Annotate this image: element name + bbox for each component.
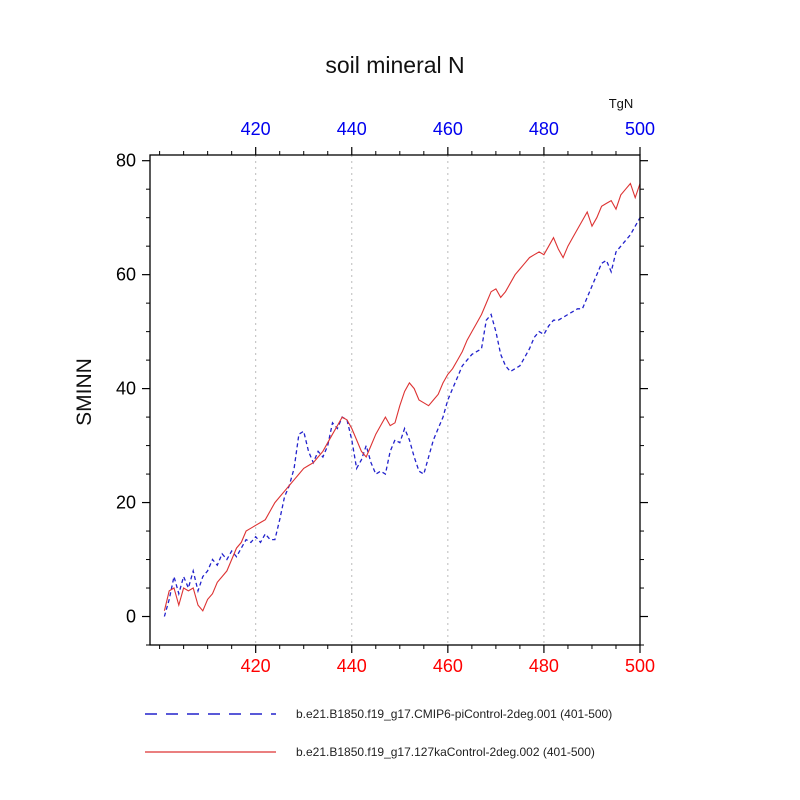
svg-text:440: 440: [337, 656, 367, 676]
chart-title: soil mineral N: [325, 52, 465, 78]
svg-text:420: 420: [241, 656, 271, 676]
svg-text:480: 480: [529, 656, 559, 676]
legend-item-picontrol: b.e21.B1850.f19_g17.CMIP6-piControl-2deg…: [143, 703, 612, 725]
top-axis-unit-label: TgN: [608, 96, 634, 111]
svg-text:440: 440: [337, 119, 367, 139]
legend-label-127kacontrol: b.e21.B1850.f19_g17.127kaControl-2deg.00…: [296, 745, 595, 759]
svg-text:480: 480: [529, 119, 559, 139]
svg-text:460: 460: [433, 119, 463, 139]
legend-item-127kacontrol: b.e21.B1850.f19_g17.127kaControl-2deg.00…: [143, 741, 612, 763]
svg-text:460: 460: [433, 656, 463, 676]
svg-text:40: 40: [116, 379, 136, 399]
legend: b.e21.B1850.f19_g17.CMIP6-piControl-2deg…: [143, 703, 612, 763]
legend-label-picontrol: b.e21.B1850.f19_g17.CMIP6-piControl-2deg…: [296, 707, 613, 721]
svg-text:0: 0: [126, 607, 136, 627]
svg-text:20: 20: [116, 493, 136, 513]
svg-text:500: 500: [625, 656, 655, 676]
legend-line-sample-dashed: [145, 713, 276, 715]
svg-text:420: 420: [241, 119, 271, 139]
svg-text:500: 500: [625, 119, 655, 139]
legend-line-sample-solid: [145, 751, 276, 753]
svg-text:60: 60: [116, 265, 136, 285]
svg-text:80: 80: [116, 151, 136, 171]
